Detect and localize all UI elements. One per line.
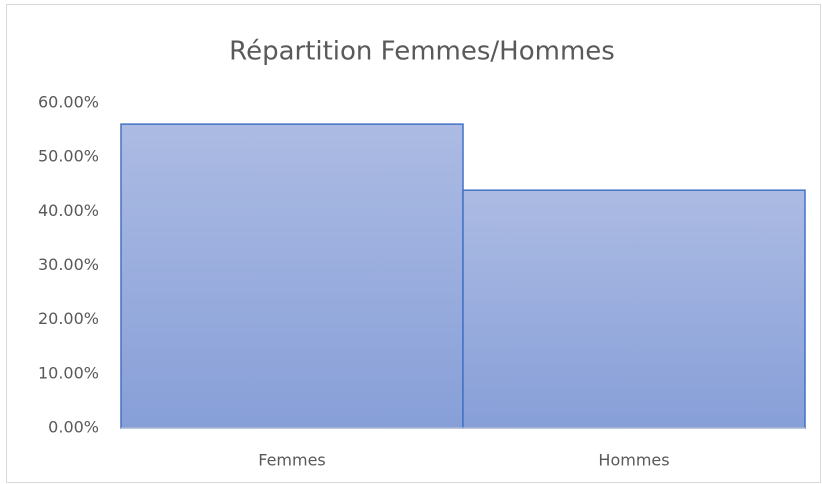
y-tick-label: 20.00%	[38, 309, 99, 328]
y-tick-label: 30.00%	[38, 255, 99, 274]
bar	[462, 189, 806, 429]
y-tick-label: 60.00%	[38, 93, 99, 112]
x-tick-label: Femmes	[258, 451, 326, 470]
chart-title: Répartition Femmes/Hommes	[229, 37, 615, 67]
bar	[120, 123, 464, 429]
y-tick-label: 0.00%	[48, 418, 99, 437]
y-tick-label: 40.00%	[38, 201, 99, 220]
y-tick-label: 50.00%	[38, 147, 99, 166]
x-tick-label: Hommes	[598, 451, 669, 470]
y-tick-label: 10.00%	[38, 363, 99, 382]
